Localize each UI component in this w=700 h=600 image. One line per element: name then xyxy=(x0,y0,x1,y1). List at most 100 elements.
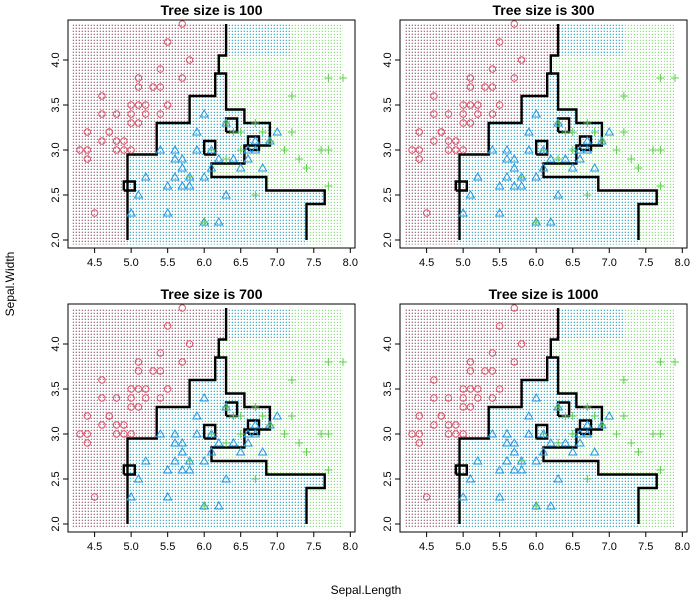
point-plus xyxy=(590,128,599,136)
y-tick-label: 2.0 xyxy=(50,516,62,531)
point-circle xyxy=(459,403,467,411)
point-circle xyxy=(452,421,460,429)
point-circle xyxy=(98,137,106,145)
point-triangle xyxy=(235,446,246,456)
point-triangle xyxy=(170,171,180,181)
x-tick-label: 7.5 xyxy=(638,541,653,553)
point-plus xyxy=(324,430,333,438)
boundary-virginica xyxy=(542,72,658,240)
point-triangle xyxy=(192,428,202,438)
point-plus xyxy=(627,155,636,163)
point-triangle xyxy=(509,437,520,447)
y-tick-label: 2.5 xyxy=(382,471,394,486)
point-plus xyxy=(656,74,665,82)
point-triangle xyxy=(133,473,144,483)
point-triangle xyxy=(170,455,180,465)
boundary-island-3 xyxy=(454,180,468,192)
point-triangle xyxy=(465,473,476,483)
point-triangle xyxy=(243,437,253,447)
point-circle xyxy=(444,394,453,402)
point-circle xyxy=(142,110,150,118)
plot-frame xyxy=(67,19,356,249)
x-tick-label: 7.0 xyxy=(270,541,285,553)
point-circle xyxy=(76,146,84,154)
point-plus xyxy=(287,92,296,100)
point-triangle xyxy=(192,410,202,420)
point-plus xyxy=(517,457,526,465)
y-tick-label: 2.5 xyxy=(382,187,394,202)
point-circle xyxy=(495,322,504,330)
point-circle xyxy=(430,394,438,402)
point-triangle xyxy=(213,153,224,163)
point-circle xyxy=(163,101,172,109)
x-tick-label: 5.5 xyxy=(160,541,175,553)
point-circle xyxy=(76,430,84,438)
point-circle xyxy=(415,155,424,163)
x-tick-label: 4.5 xyxy=(87,541,102,553)
point-circle xyxy=(474,101,482,109)
point-circle xyxy=(120,421,128,429)
point-plus xyxy=(222,439,231,447)
point-circle xyxy=(112,110,121,118)
point-triangle xyxy=(170,153,180,163)
point-plus xyxy=(597,421,606,429)
point-triangle xyxy=(199,108,210,118)
point-circle xyxy=(105,128,113,136)
point-plus xyxy=(317,146,326,154)
point-circle xyxy=(149,367,157,375)
point-plus xyxy=(280,430,289,438)
point-triangle xyxy=(531,171,542,181)
point-plus xyxy=(265,421,274,429)
point-circle xyxy=(422,209,431,217)
point-plus xyxy=(324,74,333,82)
point-plus xyxy=(236,430,245,438)
point-circle xyxy=(127,385,135,393)
point-triangle xyxy=(524,144,534,154)
point-circle xyxy=(105,412,113,420)
y-tick-label: 3.5 xyxy=(382,97,394,112)
point-circle xyxy=(481,83,489,91)
x-tick-label: 8.0 xyxy=(675,541,690,553)
point-circle xyxy=(466,367,475,375)
y-tick-label: 3.5 xyxy=(50,97,62,112)
boundary-setosa xyxy=(126,24,228,240)
boundary-island-4 xyxy=(578,135,593,152)
point-plus xyxy=(222,403,231,411)
point-triangle xyxy=(567,162,578,172)
point-plus xyxy=(236,128,245,136)
point-circle xyxy=(185,56,194,64)
point-triangle xyxy=(494,207,505,217)
point-triangle xyxy=(502,153,512,163)
point-triangle xyxy=(524,410,534,420)
point-triangle xyxy=(177,437,188,447)
boundary-island-3 xyxy=(454,464,468,476)
point-circle xyxy=(430,137,438,145)
point-circle xyxy=(444,421,453,429)
point-circle xyxy=(466,83,475,91)
point-plus xyxy=(671,358,679,366)
region-setosa xyxy=(404,24,559,245)
point-circle xyxy=(98,376,106,384)
point-circle xyxy=(156,394,165,402)
point-plus xyxy=(634,448,643,456)
point-triangle xyxy=(250,144,261,154)
x-tick-label: 7.5 xyxy=(638,257,653,269)
x-tick-label: 7.0 xyxy=(602,541,617,553)
plot-frame xyxy=(399,303,688,533)
point-triangle xyxy=(272,126,283,136)
point-circle xyxy=(134,367,143,375)
point-plus xyxy=(229,128,238,136)
point-circle xyxy=(452,430,460,438)
point-plus xyxy=(583,119,592,127)
point-triangle xyxy=(553,473,563,483)
panel-title: Tree size is 1000 xyxy=(489,286,599,302)
point-triangle xyxy=(228,437,239,447)
point-plus xyxy=(590,412,599,420)
point-triangle xyxy=(250,419,261,429)
boundary-island-3 xyxy=(122,180,136,192)
point-circle xyxy=(185,340,194,348)
point-triangle xyxy=(487,144,498,154)
point-circle xyxy=(430,110,438,118)
plot-frame xyxy=(67,303,356,533)
point-circle xyxy=(83,146,92,154)
